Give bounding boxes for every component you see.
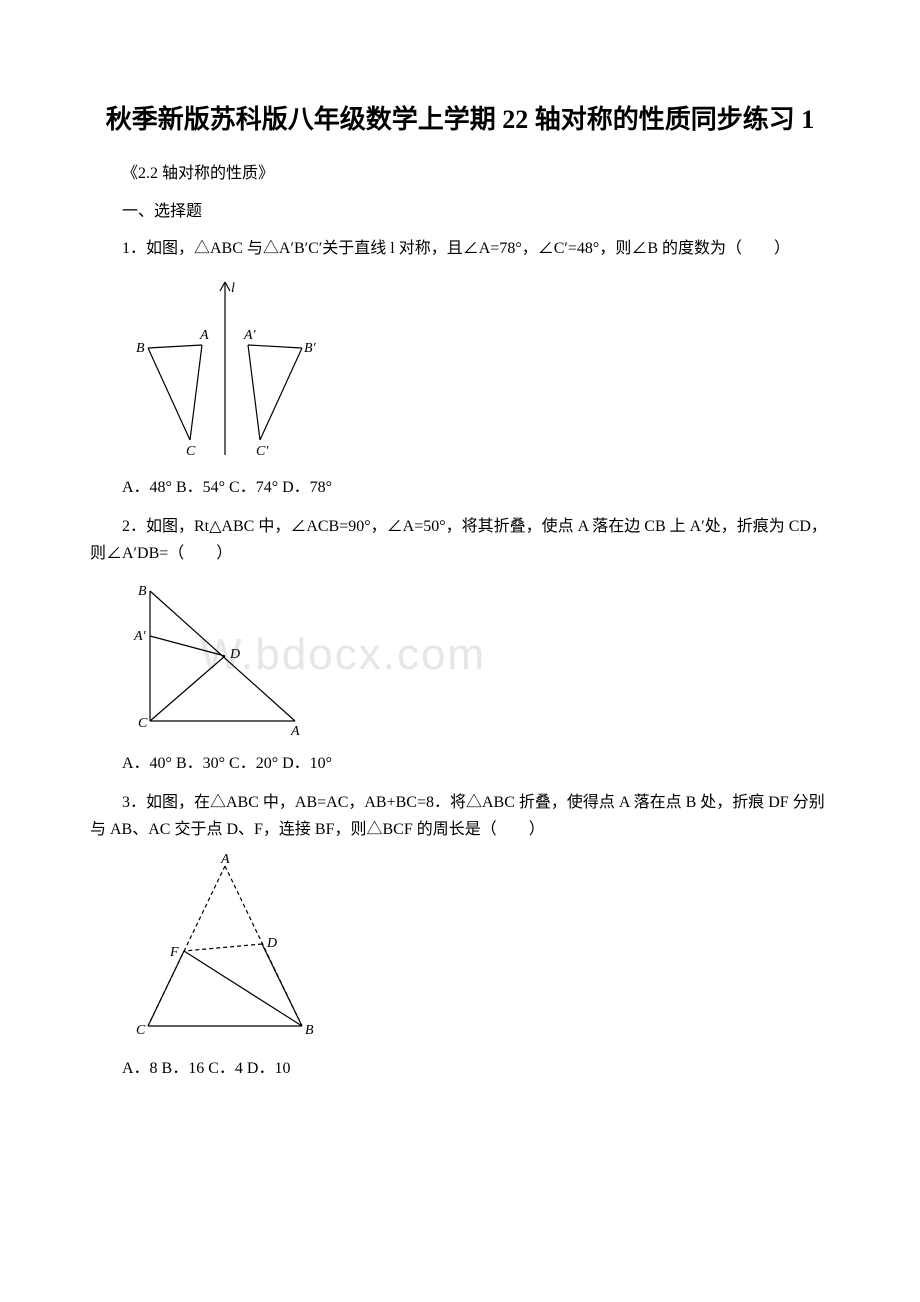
svg-text:B′: B′ <box>304 341 317 356</box>
svg-text:C′: C′ <box>256 444 269 459</box>
svg-text:B: B <box>138 584 147 599</box>
svg-text:l: l <box>231 281 235 296</box>
svg-text:D: D <box>266 936 277 951</box>
q3-options: A．8 B．16 C．4 D．10 <box>90 1054 830 1078</box>
page-title: 秋季新版苏科版八年级数学上学期 22 轴对称的性质同步练习 1 <box>90 100 830 139</box>
subtitle: 《2.2 轴对称的性质》 <box>90 159 830 183</box>
svg-text:A′: A′ <box>243 328 257 343</box>
svg-text:A: A <box>290 724 300 736</box>
q1-figure: l B A C A′ B′ C′ <box>130 270 830 465</box>
svg-text:B: B <box>305 1023 314 1038</box>
svg-text:C: C <box>186 444 196 459</box>
section-heading: 一、选择题 <box>90 197 830 221</box>
q1-options: A．48° B．54° C．74° D．78° <box>90 473 830 497</box>
svg-text:C: C <box>136 1023 146 1038</box>
q2-text: 2．如图，Rt△ABC 中，∠ACB=90°，∠A=50°，将其折叠，使点 A … <box>90 513 830 567</box>
q3-text: 3．如图，在△ABC 中，AB=AC，AB+BC=8．将△ABC 折叠，使得点 … <box>90 789 830 843</box>
q3-figure: A C B D F <box>130 851 830 1046</box>
svg-text:B: B <box>136 341 145 356</box>
svg-text:F: F <box>169 945 179 960</box>
q1-text: 1．如图，△ABC 与△A′B′C′关于直线 l 对称，且∠A=78°，∠C′=… <box>90 235 830 262</box>
q2-options: A．40° B．30° C．20° D．10° <box>90 749 830 773</box>
q2-figure: C A B A′ D <box>130 576 830 741</box>
svg-text:D: D <box>229 647 240 662</box>
svg-text:A′: A′ <box>133 629 147 644</box>
svg-text:A: A <box>220 852 230 867</box>
svg-text:A: A <box>199 328 209 343</box>
svg-text:C: C <box>138 716 148 731</box>
